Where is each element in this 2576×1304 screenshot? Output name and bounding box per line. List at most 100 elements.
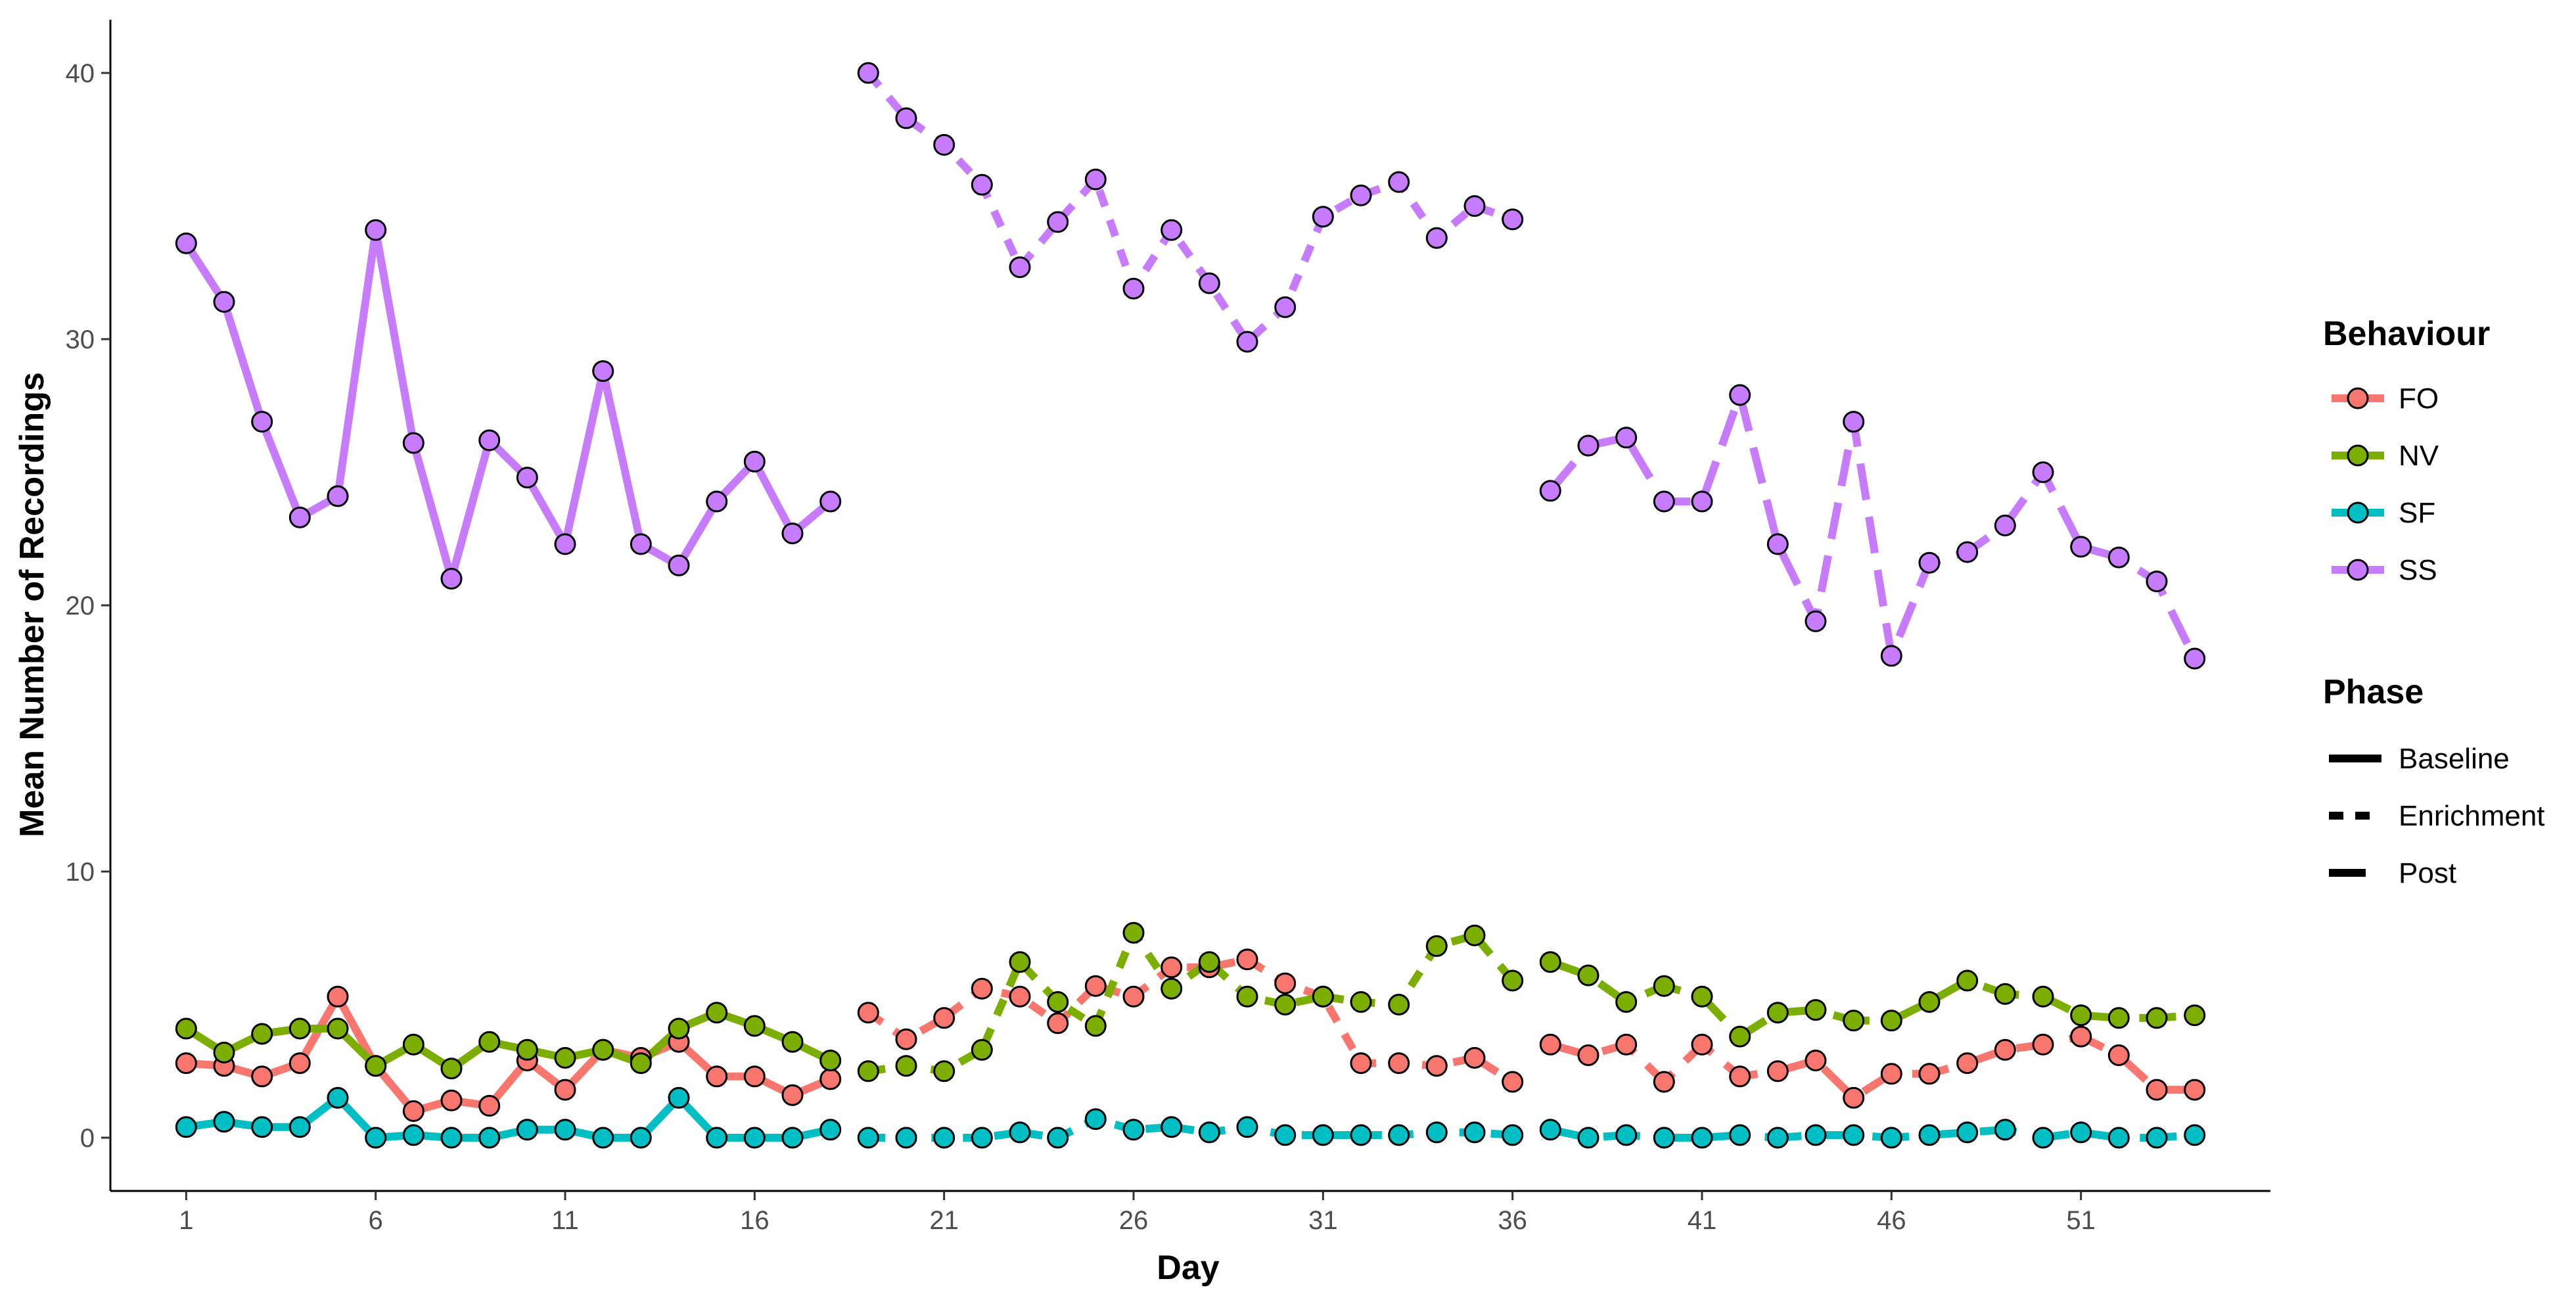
series-line-SS-post bbox=[1547, 391, 2199, 661]
data-point-FO bbox=[440, 1089, 463, 1111]
data-point-NV bbox=[1084, 1015, 1107, 1037]
data-point-NV bbox=[2070, 1004, 2092, 1027]
data-point-SS bbox=[630, 533, 652, 555]
data-point-SF bbox=[1729, 1124, 1751, 1146]
series-layer bbox=[175, 62, 2206, 1149]
data-point-SF bbox=[1236, 1116, 1258, 1138]
data-point-FO bbox=[1463, 1047, 1486, 1069]
points-SS bbox=[175, 62, 2206, 670]
data-point-FO bbox=[478, 1094, 501, 1117]
data-point-NV bbox=[1425, 935, 1448, 957]
legend-key-point bbox=[2347, 559, 2369, 581]
data-point-SS bbox=[251, 411, 273, 433]
data-point-NV bbox=[251, 1023, 273, 1045]
data-point-SS bbox=[1729, 384, 1751, 406]
data-point-SS bbox=[1388, 171, 1410, 193]
data-point-NV bbox=[706, 1002, 728, 1024]
legend-phase-items: Baseline Enrichment Post bbox=[2329, 743, 2545, 889]
data-point-SF bbox=[2107, 1127, 2130, 1149]
data-point-NV bbox=[402, 1033, 425, 1056]
data-point-SF bbox=[1047, 1127, 1069, 1149]
data-point-NV bbox=[592, 1038, 614, 1061]
data-point-SF bbox=[743, 1127, 766, 1149]
data-point-NV bbox=[1766, 1002, 1789, 1024]
data-point-SS bbox=[175, 232, 197, 254]
data-point-SF bbox=[1918, 1124, 1941, 1146]
data-point-SF bbox=[668, 1086, 690, 1109]
data-point-FO bbox=[2146, 1079, 2168, 1101]
data-point-SF bbox=[402, 1124, 425, 1146]
data-point-SS bbox=[895, 107, 917, 129]
data-point-NV bbox=[327, 1017, 349, 1040]
data-point-FO bbox=[1274, 972, 1297, 994]
data-point-SF bbox=[1805, 1124, 1827, 1146]
data-point-FO bbox=[288, 1052, 311, 1075]
data-point-NV bbox=[440, 1058, 463, 1080]
legend-label-baseline: Baseline bbox=[2399, 743, 2510, 775]
data-point-NV bbox=[1956, 969, 1979, 992]
data-point-SS bbox=[1084, 168, 1107, 191]
data-point-FO bbox=[1880, 1063, 1902, 1085]
data-point-FO bbox=[743, 1065, 766, 1088]
data-point-NV bbox=[781, 1031, 804, 1053]
y-tick-label: 0 bbox=[80, 1124, 95, 1153]
data-point-SF bbox=[440, 1127, 463, 1149]
x-tick-label: 21 bbox=[929, 1206, 959, 1235]
data-point-FO bbox=[1084, 975, 1107, 997]
x-axis-title: Day bbox=[1157, 1249, 1219, 1287]
points-NV bbox=[175, 921, 2206, 1083]
data-point-SS bbox=[1956, 541, 1979, 563]
data-point-SF bbox=[288, 1116, 311, 1138]
data-point-FO bbox=[1388, 1052, 1410, 1075]
data-point-SS bbox=[1312, 206, 1334, 228]
series-line-NV-enrichment bbox=[867, 929, 1516, 1075]
data-point-FO bbox=[1502, 1071, 1524, 1093]
data-point-SF bbox=[2184, 1124, 2206, 1146]
data-point-FO bbox=[1766, 1060, 1789, 1083]
data-point-SS bbox=[819, 490, 842, 513]
data-point-NV bbox=[933, 1060, 955, 1083]
data-point-NV bbox=[1994, 983, 2016, 1005]
data-point-NV bbox=[2107, 1007, 2130, 1029]
data-point-FO bbox=[1577, 1044, 1599, 1066]
data-point-SS bbox=[1577, 434, 1599, 457]
legend-item-SS: SS bbox=[2332, 554, 2437, 586]
data-point-SF bbox=[2032, 1127, 2054, 1149]
data-point-FO bbox=[1009, 985, 1031, 1008]
legend-item-post: Post bbox=[2329, 857, 2456, 889]
data-point-SS bbox=[668, 554, 690, 576]
data-point-NV bbox=[288, 1017, 311, 1040]
data-point-NV bbox=[819, 1050, 842, 1071]
data-point-FO bbox=[933, 1007, 955, 1029]
legend-item-baseline: Baseline bbox=[2329, 743, 2510, 775]
data-point-SS bbox=[592, 360, 614, 383]
data-point-NV bbox=[213, 1041, 235, 1063]
legend-label-enrichment: Enrichment bbox=[2399, 800, 2545, 832]
legend-behaviour-items: FO NV SF SS bbox=[2332, 383, 2439, 586]
data-point-SF bbox=[1880, 1127, 1902, 1149]
data-point-FO bbox=[402, 1100, 425, 1122]
data-point-SF bbox=[175, 1116, 197, 1138]
series-line-SF-enrichment bbox=[868, 1115, 1513, 1142]
data-point-NV bbox=[1161, 977, 1183, 1000]
legend-title-phase: Phase bbox=[2323, 673, 2424, 711]
data-point-SF bbox=[1463, 1121, 1486, 1144]
data-point-FO bbox=[781, 1084, 804, 1106]
data-point-FO bbox=[971, 977, 993, 1000]
data-point-FO bbox=[1729, 1065, 1751, 1088]
data-point-SF bbox=[781, 1127, 804, 1149]
data-point-SF bbox=[1653, 1127, 1675, 1149]
data-point-SF bbox=[819, 1119, 842, 1141]
data-point-NV bbox=[365, 1055, 387, 1077]
data-point-SF bbox=[1577, 1127, 1599, 1149]
data-point-SS bbox=[971, 174, 993, 196]
data-point-SF bbox=[1691, 1127, 1713, 1149]
legend-label-NV: NV bbox=[2399, 440, 2439, 472]
data-point-FO bbox=[819, 1068, 842, 1090]
series-line-NV-baseline bbox=[184, 1008, 833, 1073]
data-point-NV bbox=[1729, 1025, 1751, 1048]
x-tick-label: 31 bbox=[1308, 1206, 1338, 1235]
data-point-SS bbox=[1691, 490, 1713, 513]
